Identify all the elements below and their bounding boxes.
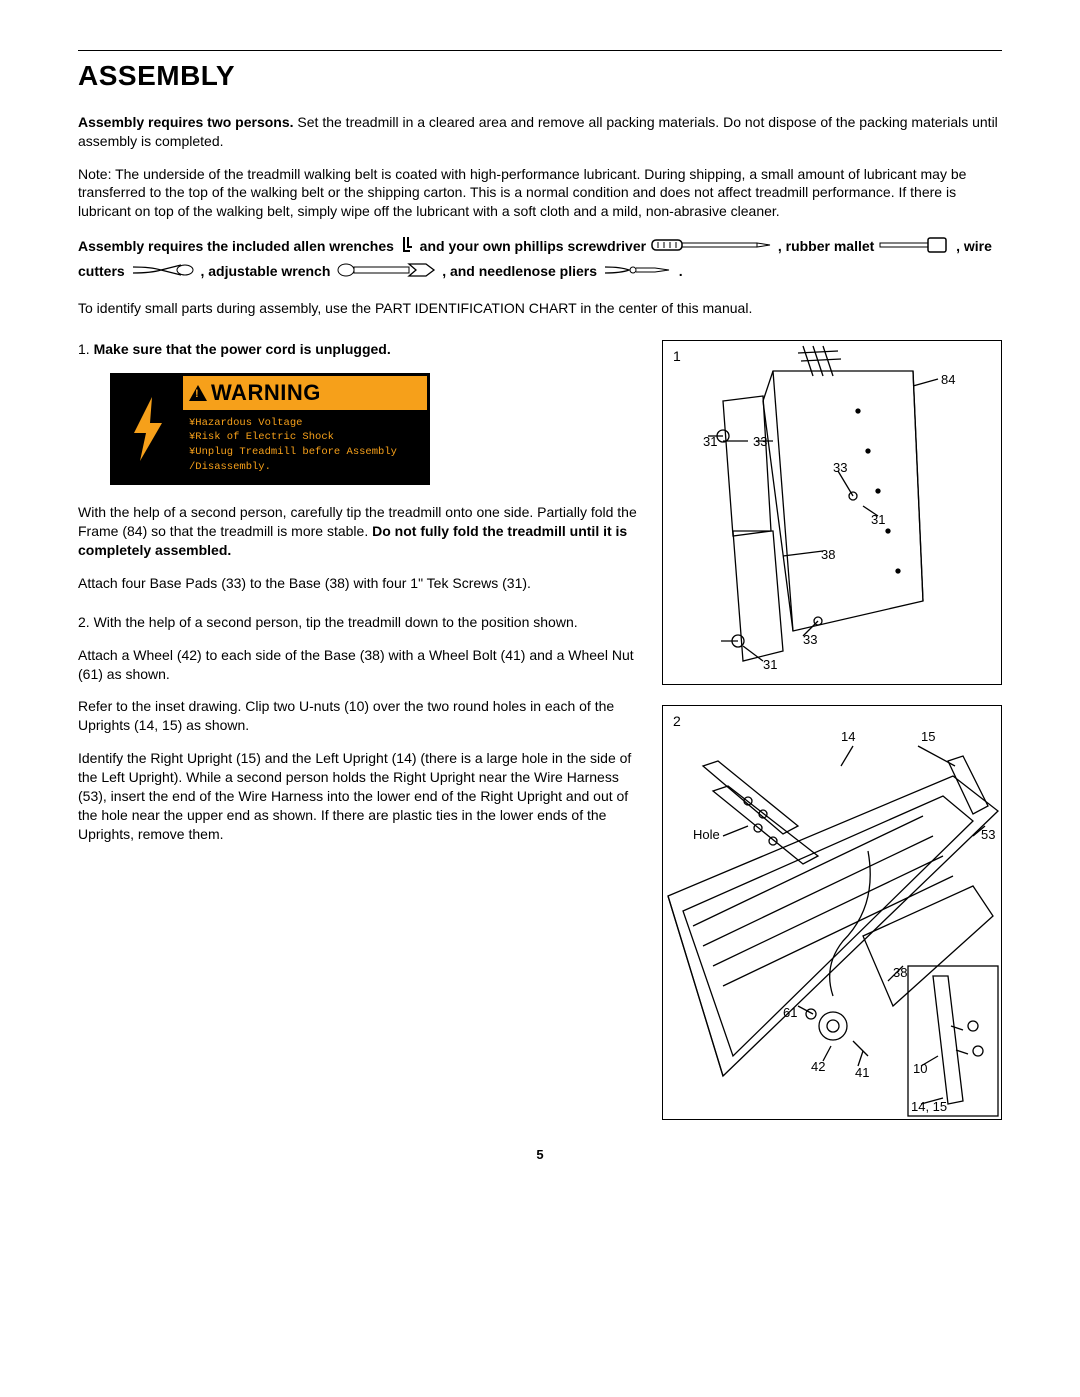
d1-c31c: 31: [763, 656, 777, 674]
warning-header-text: WARNING: [211, 378, 321, 408]
warning-body: ¥Hazardous Voltage ¥Risk of Electric Sho…: [183, 410, 427, 483]
allen-wrench-icon: [400, 235, 414, 260]
d1-c31b: 31: [871, 511, 885, 529]
step-1: 1. Make sure that the power cord is unpl…: [78, 340, 638, 593]
step1-lead: 1.: [78, 341, 94, 357]
warning-l2: ¥Risk of Electric Shock: [189, 430, 421, 445]
step2-p3: Refer to the inset drawing. Clip two U-n…: [78, 697, 638, 735]
warning-l3: ¥Unplug Treadmill before Assembly: [189, 445, 421, 460]
step2-p4: Identify the Right Upright (15) and the …: [78, 749, 638, 843]
d2-c10: 10: [913, 1060, 927, 1078]
warning-l1: ¥Hazardous Voltage: [189, 416, 421, 431]
intro-block: Assembly requires two persons. Set the t…: [78, 113, 1002, 285]
d2-c14: 14: [841, 728, 855, 746]
d2-c53: 53: [981, 826, 995, 844]
step-2: 2. With the help of a second person, tip…: [78, 613, 638, 844]
intro-p1: Assembly requires two persons. Set the t…: [78, 113, 1002, 151]
bolt-icon: [126, 393, 170, 465]
warning-triangle-icon: [189, 385, 207, 401]
tools-t3: , rubber mallet: [778, 238, 874, 254]
page-number: 5: [78, 1146, 1002, 1164]
col-left: 1. Make sure that the power cord is unpl…: [78, 340, 638, 1120]
page-title: ASSEMBLY: [78, 57, 1002, 95]
d1-c38: 38: [821, 546, 835, 564]
d2-c38: 38: [893, 964, 907, 982]
warning-l4: /Disassembly.: [189, 460, 421, 475]
tools-t5: , adjustable wrench: [200, 263, 330, 279]
d2-c1415: 14, 15: [911, 1098, 947, 1116]
d2-c61: 61: [783, 1004, 797, 1022]
top-rule: [78, 50, 1002, 51]
diagram-1: 1: [662, 340, 1002, 685]
warning-header: WARNING: [183, 376, 427, 410]
diagram1-svg: [663, 341, 1003, 686]
d2-c42: 42: [811, 1058, 825, 1076]
step1-p1: With the help of a second person, carefu…: [78, 503, 638, 560]
d1-c84: 84: [941, 371, 955, 389]
col-right: 1: [662, 340, 1002, 1120]
d2-c15: 15: [921, 728, 935, 746]
intro-p1-bold: Assembly requires two persons.: [78, 114, 294, 130]
diagram1-num: 1: [673, 347, 681, 366]
step2-p1: 2. With the help of a second person, tip…: [78, 613, 638, 632]
wire-cutters-icon: [131, 261, 195, 284]
tools-t1: Assembly requires the included allen wre…: [78, 238, 394, 254]
d1-c33a: 33: [753, 433, 767, 451]
warning-right: WARNING ¥Hazardous Voltage ¥Risk of Elec…: [183, 376, 427, 482]
columns: 1. Make sure that the power cord is unpl…: [78, 340, 1002, 1120]
adjustable-wrench-icon: [336, 260, 436, 285]
pliers-icon: [603, 261, 673, 284]
step1-bold: Make sure that the power cord is unplugg…: [94, 341, 391, 357]
d2-c41: 41: [855, 1064, 869, 1082]
d1-c31a: 31: [703, 433, 717, 451]
warning-bolt-panel: [113, 376, 183, 482]
d1-c33c: 33: [803, 631, 817, 649]
step2-p2: Attach a Wheel (42) to each side of the …: [78, 646, 638, 684]
d1-c33b: 33: [833, 459, 847, 477]
part-id-line: To identify small parts during assembly,…: [78, 299, 1002, 318]
diagram2-svg: [663, 706, 1003, 1121]
tools-line: Assembly requires the included allen wre…: [78, 235, 1002, 285]
d2-hole: Hole: [693, 826, 720, 844]
diagram-2: 2: [662, 705, 1002, 1120]
tools-period: .: [679, 263, 683, 279]
tools-t2: and your own phillips screwdriver: [420, 238, 646, 254]
intro-p2: Note: The underside of the treadmill wal…: [78, 165, 1002, 222]
tools-t6: , and needlenose pliers: [442, 263, 597, 279]
step1-p2: Attach four Base Pads (33) to the Base (…: [78, 574, 638, 593]
diagram2-num: 2: [673, 712, 681, 731]
screwdriver-icon: [652, 237, 772, 258]
mallet-icon: [880, 236, 950, 259]
warning-box: WARNING ¥Hazardous Voltage ¥Risk of Elec…: [110, 373, 430, 485]
